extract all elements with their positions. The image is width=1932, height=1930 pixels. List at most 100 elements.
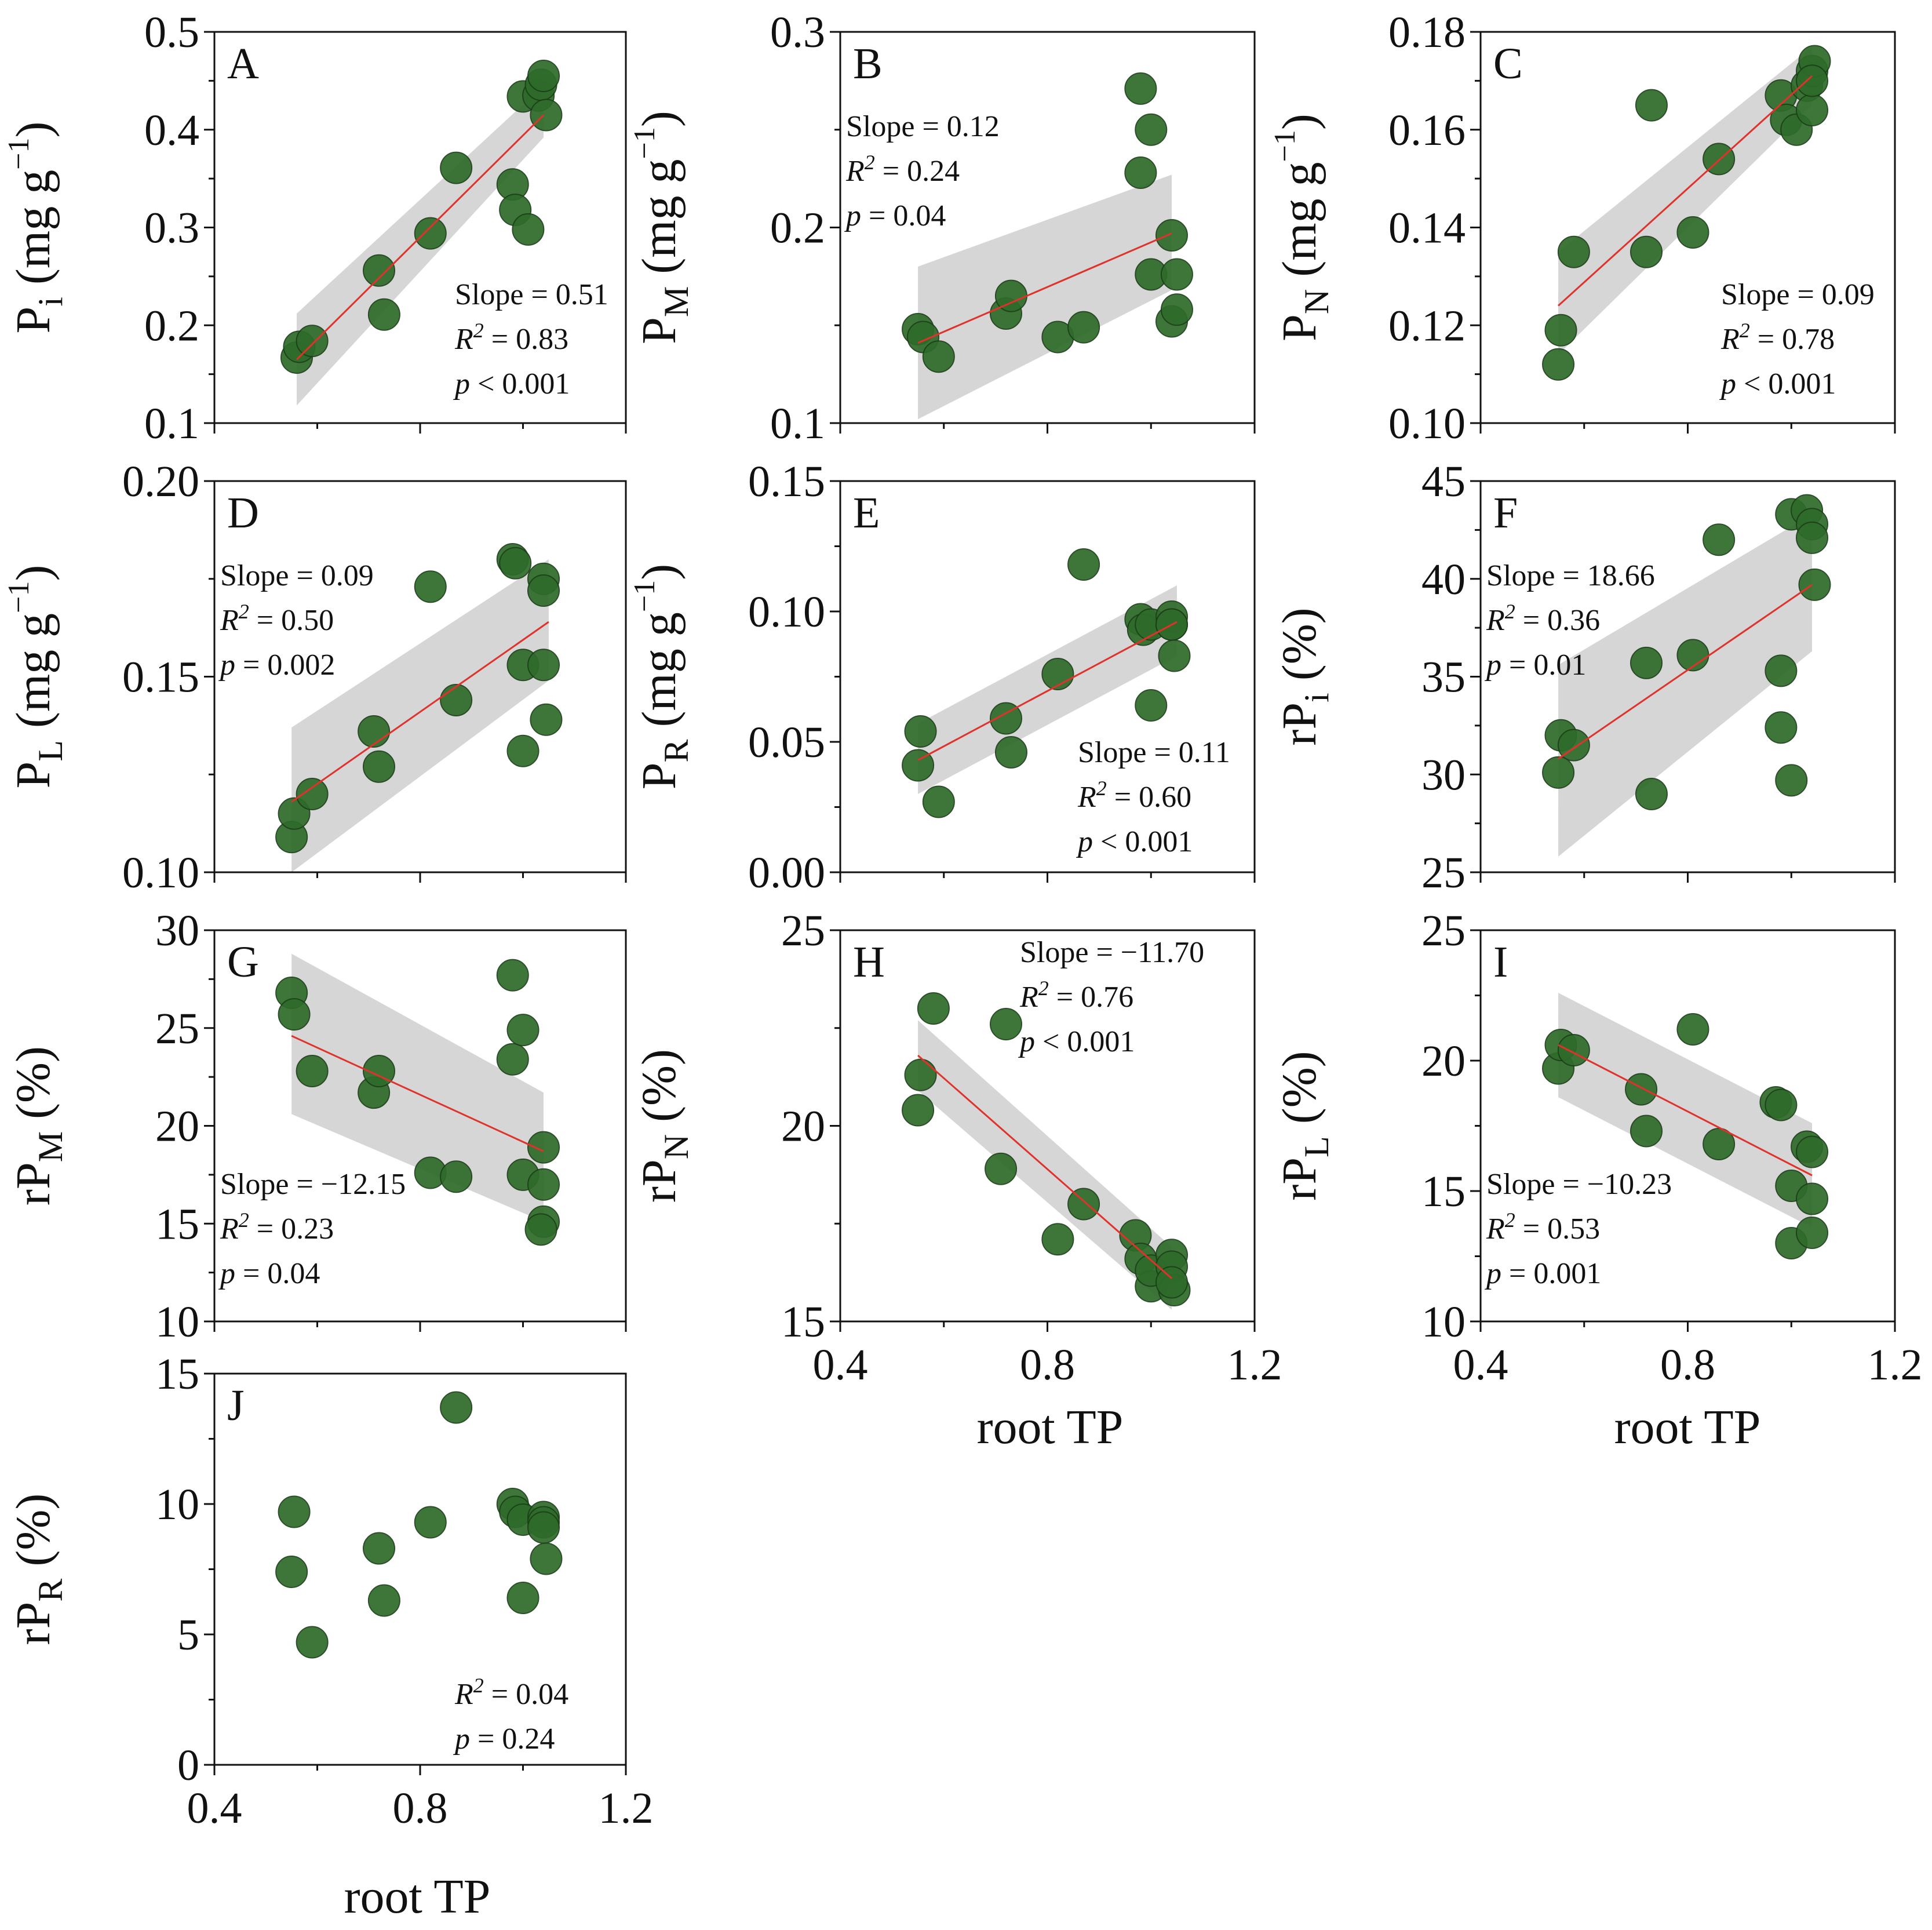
y-axis-title-unit-end: ) bbox=[632, 564, 686, 580]
y-axis-title-sub: R bbox=[31, 1579, 70, 1602]
confidence-band bbox=[918, 585, 1177, 794]
y-axis-title-unit-sup: −1 bbox=[1268, 130, 1302, 162]
data-point bbox=[1542, 756, 1575, 789]
stat-p: p < 0.001 bbox=[453, 367, 570, 400]
data-point bbox=[527, 1511, 560, 1544]
y-axis-title-unit-end: ) bbox=[1273, 114, 1326, 130]
data-point bbox=[530, 99, 563, 132]
y-tick-label: 0.4 bbox=[144, 106, 199, 155]
stat-r2-value: = 0.04 bbox=[484, 1678, 568, 1711]
stat-r2: R2 = 0.76 bbox=[1019, 977, 1133, 1014]
x-tick-label: 1.2 bbox=[599, 1784, 654, 1833]
y-tick-label: 0.5 bbox=[144, 8, 199, 57]
stat-r2-sup: 2 bbox=[1038, 977, 1049, 1000]
data-point bbox=[904, 715, 937, 748]
y-tick-label: 0.15 bbox=[748, 457, 825, 506]
panel-d: 0.10 0.15 0.20 D PL (mg g−1) Slope = 0.09 R2 =… bbox=[2, 457, 627, 897]
stat-r2-label: R bbox=[1019, 981, 1038, 1014]
x-tick-label: 0.8 bbox=[1020, 1341, 1075, 1389]
stat-r2-label: R bbox=[845, 155, 865, 188]
y-axis-title-unit: (mg g bbox=[6, 613, 60, 740]
y-axis-title-sub: L bbox=[1297, 1136, 1336, 1157]
stat-p-value: = 0.001 bbox=[1501, 1257, 1601, 1290]
y-axis-title-unit: (%) bbox=[6, 1494, 60, 1579]
data-point bbox=[296, 325, 329, 358]
data-point bbox=[530, 703, 563, 736]
y-axis-title-unit: (%) bbox=[1273, 607, 1326, 693]
stat-p-value: = 0.002 bbox=[235, 649, 335, 682]
stat-p: p = 0.001 bbox=[1484, 1257, 1601, 1290]
y-tick-label: 0 bbox=[177, 1741, 199, 1790]
data-point bbox=[1765, 711, 1798, 744]
panel-a: 0.1 0.2 0.3 0.4 0.5 A Pi (mg g−1) Slope = 0.51 R… bbox=[2, 8, 627, 448]
y-tick-label: 0.16 bbox=[1388, 106, 1466, 155]
data-point bbox=[1542, 348, 1575, 381]
stat-r2: R2 = 0.83 bbox=[454, 319, 568, 356]
y-axis-title-unit-sup: −1 bbox=[2, 581, 35, 613]
data-point bbox=[527, 59, 560, 92]
y-tick-label: 15 bbox=[1421, 1167, 1466, 1216]
data-point bbox=[1796, 1217, 1828, 1249]
stat-r2-sup: 2 bbox=[865, 151, 875, 174]
stat-r2-value: = 0.53 bbox=[1515, 1212, 1600, 1246]
data-point bbox=[990, 1008, 1022, 1040]
y-axis-title-base: P bbox=[632, 762, 686, 789]
y-tick-label: 5 bbox=[177, 1611, 199, 1659]
data-point bbox=[1625, 1073, 1658, 1106]
data-point bbox=[985, 1152, 1018, 1185]
data-point bbox=[527, 1168, 560, 1201]
data-point bbox=[1796, 94, 1828, 126]
stat-r2-value: = 0.50 bbox=[249, 604, 334, 637]
y-tick-label: 10 bbox=[1421, 1298, 1466, 1346]
stat-r2-label: R bbox=[220, 1212, 239, 1246]
confidence-band bbox=[291, 953, 544, 1222]
stat-p-label: p bbox=[218, 649, 235, 682]
data-point bbox=[1160, 258, 1193, 291]
panel-letter: H bbox=[853, 938, 885, 986]
stat-r2-sup: 2 bbox=[473, 319, 484, 342]
panel-letter: G bbox=[227, 938, 259, 986]
stat-r2-value: = 0.78 bbox=[1750, 323, 1835, 356]
stat-slope: Slope = 0.09 bbox=[220, 559, 374, 592]
panel-letter: J bbox=[227, 1381, 245, 1430]
stat-slope: Slope = −10.23 bbox=[1486, 1168, 1672, 1201]
y-axis-title-unit: (mg g bbox=[6, 170, 60, 297]
data-point bbox=[367, 298, 400, 331]
stat-r2-value: = 0.83 bbox=[484, 323, 568, 356]
stat-r2-value: = 0.23 bbox=[249, 1212, 334, 1246]
y-axis-title-sub: i bbox=[1297, 693, 1336, 702]
y-axis-title: PN (mg g−1) bbox=[1268, 114, 1336, 341]
y-axis-title-unit: (%) bbox=[1273, 1051, 1326, 1136]
data-point bbox=[1155, 219, 1188, 252]
y-tick-label: 15 bbox=[781, 1298, 825, 1346]
y-axis-title-base: rP bbox=[632, 1159, 686, 1203]
data-point bbox=[1775, 764, 1808, 797]
fit-line bbox=[917, 1054, 1172, 1279]
data-point bbox=[506, 1582, 539, 1614]
y-tick-label: 25 bbox=[1421, 906, 1466, 955]
y-tick-label: 0.10 bbox=[748, 588, 825, 636]
panel-letter: I bbox=[1493, 938, 1508, 986]
data-point bbox=[363, 254, 395, 287]
stat-p-value: < 0.001 bbox=[1093, 825, 1193, 858]
stat-p: p < 0.001 bbox=[1076, 825, 1193, 858]
data-point bbox=[1796, 1182, 1828, 1215]
data-point bbox=[527, 649, 560, 682]
data-point bbox=[1124, 156, 1157, 189]
data-point bbox=[1067, 548, 1100, 581]
y-axis-title-base: rP bbox=[6, 1602, 60, 1645]
y-axis-title-sub: N bbox=[1297, 289, 1336, 314]
y-axis-title: rPi (%) bbox=[1273, 607, 1336, 745]
y-axis-title-unit: (mg g bbox=[632, 159, 686, 286]
stat-p: p < 0.001 bbox=[1018, 1025, 1135, 1058]
stat-p-label: p bbox=[1076, 825, 1093, 858]
panel-c: 0.10 0.12 0.14 0.16 0.18 C PN (mg g−1) Slope = … bbox=[1268, 8, 1896, 448]
data-point bbox=[1635, 89, 1668, 122]
panel-letter: A bbox=[227, 39, 259, 88]
y-tick-label: 0.3 bbox=[770, 8, 825, 57]
data-point bbox=[506, 1014, 539, 1047]
